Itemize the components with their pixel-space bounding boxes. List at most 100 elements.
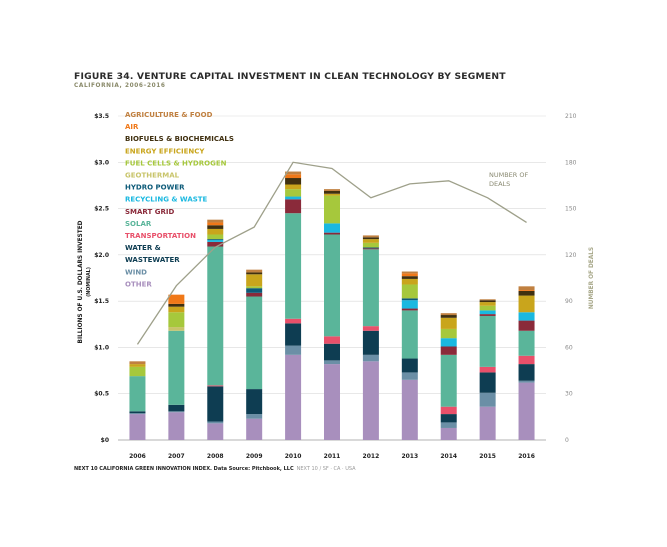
- bar-segment: [324, 189, 340, 191]
- bar-segment: [479, 366, 496, 373]
- bar-segment: [285, 196, 302, 200]
- bar-segment: [518, 380, 535, 383]
- bar-segment: [324, 360, 340, 365]
- x-tick-label: 2013: [401, 453, 418, 460]
- y2-tick-label: 0: [565, 437, 569, 444]
- bar-segment: [440, 422, 457, 428]
- bar-segment: [129, 364, 146, 367]
- deals-line-label: NUMBER OF: [489, 171, 528, 179]
- bar-segment: [479, 310, 496, 315]
- x-tick-label: 2015: [479, 453, 496, 460]
- bar-segment: [207, 240, 224, 242]
- bar-segment: [207, 225, 224, 229]
- legend-entry: AGRICULTURE & FOOD: [125, 111, 213, 119]
- bar-segment: [324, 193, 340, 196]
- bar-segment: [362, 248, 379, 250]
- deals-line-label: DEALS: [489, 180, 510, 188]
- chart-subtitle: CALIFORNIA, 2006–2016: [74, 83, 166, 89]
- legend-entry: WIND: [125, 268, 147, 276]
- bar-segment: [285, 178, 302, 185]
- y2-tick-label: 60: [565, 344, 573, 351]
- bar-segment: [324, 234, 340, 337]
- legend-entry: SMART GRID: [125, 208, 174, 216]
- legend-entry: WATER &: [125, 244, 161, 252]
- bar-segment: [129, 361, 146, 365]
- y-tick-label: $0: [101, 437, 109, 444]
- bar-segment: [324, 364, 340, 440]
- bar-segment: [207, 423, 224, 440]
- bar-segment: [401, 372, 418, 380]
- y-tick-label: $2.5: [94, 206, 109, 213]
- axes: $0 $0.5 $1.0 $1.5 $2.0 $2.5 $3.0 $3.5 0 30 60 90 120…: [78, 113, 595, 460]
- bar-segment: [440, 338, 457, 347]
- bar-segment: [324, 336, 340, 344]
- bar-segment: [168, 411, 185, 413]
- x-tick-label: 2008: [207, 453, 224, 460]
- bar-segment: [324, 223, 340, 233]
- legend-entry: WASTEWATER: [125, 256, 180, 264]
- bar-segment: [518, 364, 535, 381]
- y2-tick-label: 120: [565, 252, 577, 259]
- bar-segment: [207, 228, 224, 235]
- bar-segment: [129, 366, 146, 377]
- bar-segment: [168, 327, 185, 331]
- x-tick-label: 2009: [246, 453, 263, 460]
- y2-tick-label: 150: [565, 206, 577, 213]
- y-axis-subtitle: (NOMINAL): [86, 267, 92, 297]
- bar-segment: [168, 404, 185, 412]
- chart-title: FIGURE 34. VENTURE CAPITAL INVESTMENT IN…: [74, 71, 506, 82]
- bar-segment: [440, 427, 457, 440]
- y2-axis-title: NUMBER OF DEALS: [589, 247, 595, 309]
- footer-brand: NEXT 10 / SF · CA · USA: [296, 466, 356, 472]
- bar-segment: [401, 284, 418, 299]
- y2-tick-label: 30: [565, 391, 573, 398]
- bar-segment: [324, 232, 340, 235]
- bar-segment: [168, 303, 185, 307]
- y2-tick-label: 210: [565, 113, 577, 120]
- bar-segment: [479, 305, 496, 311]
- bar-segment: [518, 290, 535, 296]
- bar-segment: [362, 354, 379, 362]
- bar-segment: [518, 382, 535, 440]
- bar-segment: [479, 392, 496, 407]
- bar-segment: [129, 411, 146, 414]
- bar-segment: [518, 312, 535, 321]
- bar-segment: [285, 199, 302, 214]
- bar-segment: [168, 412, 185, 440]
- x-tick-label: 2007: [168, 453, 185, 460]
- bar-segment: [401, 358, 418, 373]
- bar-segment: [285, 354, 302, 440]
- y-tick-label: $3.5: [94, 113, 109, 120]
- bar-segment: [440, 354, 457, 407]
- bar-segment: [324, 195, 340, 224]
- bar-segment: [479, 315, 496, 367]
- bar-segment: [246, 418, 263, 440]
- bar-segment: [246, 288, 263, 293]
- bar-segment: [440, 406, 457, 415]
- bar-segment: [440, 328, 457, 339]
- legend-entry: FUEL CELLS & HYDROGEN: [125, 159, 227, 167]
- bar-segment: [479, 406, 496, 440]
- bar-segment: [362, 239, 379, 243]
- bar-segment: [285, 213, 302, 319]
- bar-segment: [285, 184, 302, 190]
- bar-segment: [518, 320, 535, 331]
- x-tick-label: 2011: [324, 453, 341, 460]
- bar-segment: [440, 317, 457, 329]
- bar-segment: [246, 269, 263, 273]
- y-axis-title: BILLIONS OF U.S. DOLLARS INVESTED: [78, 220, 84, 343]
- bar-segment: [479, 314, 496, 316]
- bar-segment: [246, 292, 263, 297]
- bar-segment: [518, 330, 535, 356]
- bar-segment: [401, 379, 418, 440]
- bar-segment: [285, 189, 302, 197]
- bar-segment: [285, 174, 302, 179]
- bar-segment: [207, 421, 224, 424]
- bar-segment: [168, 294, 185, 304]
- legend-entry: GEOTHERMAL: [125, 172, 180, 180]
- bars: [129, 171, 535, 440]
- bar-segment: [168, 306, 185, 313]
- bar-segment: [440, 315, 457, 318]
- bar-segment: [362, 330, 379, 355]
